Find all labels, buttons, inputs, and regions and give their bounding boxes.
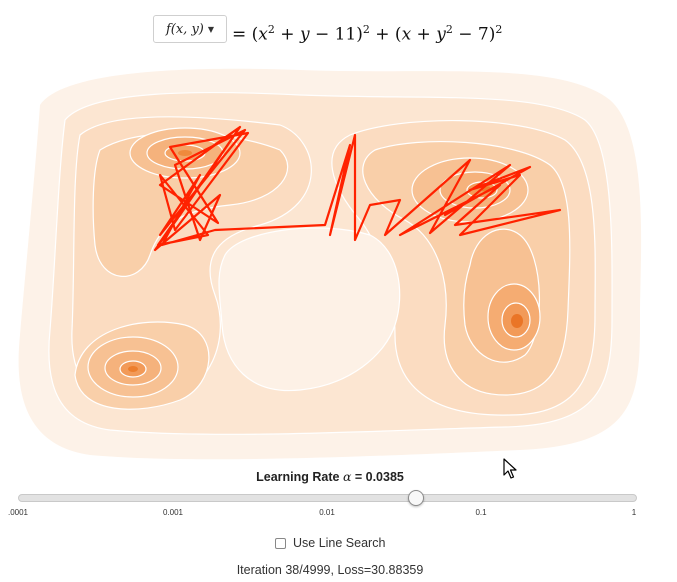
line-search-label: Use Line Search [293,536,386,550]
optimization-path [153,125,562,252]
function-select[interactable]: f(x, y) ▼ [153,15,227,43]
slider-tick-label: 0.001 [162,508,184,517]
caret-down-icon: ▼ [207,24,215,34]
header: f(x, y) ▼ = (x2 + y − 11)2 + (x + y2 − 7… [0,14,677,46]
mouse-pointer-icon [503,458,517,479]
contour-min-3 [511,314,523,328]
function-select-label: f(x, y) [165,21,204,37]
learning-rate-slider-track[interactable] [18,494,637,502]
slider-tick-label: 0.01 [319,508,335,517]
function-formula: = (x2 + y − 11)2 + (x + y2 − 7)2 [232,23,503,45]
iteration-status: Iteration 38/4999, Loss=30.88359 [236,563,424,577]
slider-tick-label: 1 [631,508,637,517]
slider-tick-label: 0.1 [475,508,487,517]
slider-tick-label: .0001 [7,508,29,517]
line-search-checkbox[interactable] [275,537,286,549]
learning-rate-label: Learning Rate α = 0.0385 [256,469,404,484]
line-search-toggle[interactable]: Use Line Search [275,536,385,550]
contour-min-1 [178,150,192,156]
contour-saddle [218,227,401,392]
learning-rate-slider-thumb[interactable] [408,490,425,506]
contour-plot[interactable] [0,55,660,465]
contour-min-4 [128,366,138,372]
